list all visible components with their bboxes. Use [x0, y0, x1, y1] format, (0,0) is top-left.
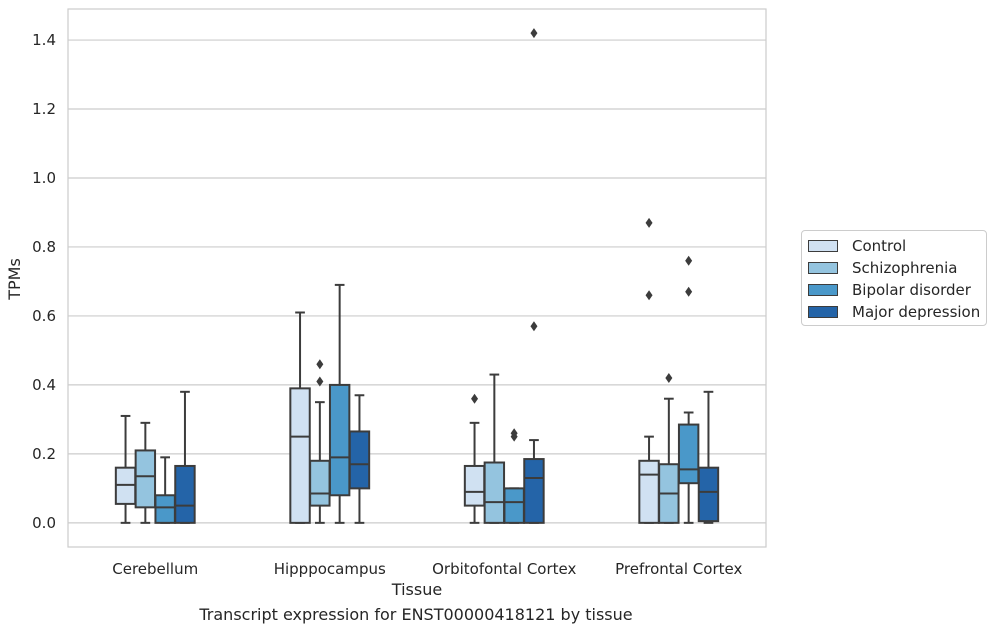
- box-schizophrenia: [134, 421, 157, 524]
- box-major-depression: [174, 390, 196, 524]
- outlier-marker: [510, 428, 518, 439]
- box-iqr: [328, 383, 351, 497]
- legend-label: Schizophrenia: [852, 259, 958, 277]
- y-tick-label: 0.0: [32, 514, 56, 532]
- y-tick-label: 1.0: [32, 169, 56, 187]
- legend-item-control: Control: [808, 236, 906, 256]
- box-schizophrenia: [309, 359, 331, 524]
- outlier-marker: [316, 359, 324, 370]
- box-major-depression: [697, 390, 720, 524]
- box-iqr: [154, 494, 176, 524]
- outlier-marker: [645, 290, 653, 301]
- legend-swatch-control: [808, 240, 838, 252]
- x-axis-label: Tissue: [391, 580, 442, 599]
- legend-item-bipolar-disorder: Bipolar disorder: [808, 280, 971, 300]
- outlier-marker: [471, 393, 479, 404]
- legend-item-schizophrenia: Schizophrenia: [808, 258, 957, 278]
- box-control: [638, 217, 660, 524]
- box-iqr: [463, 464, 486, 507]
- gridlines: [68, 39, 766, 524]
- y-tick-label: 0.6: [32, 307, 56, 325]
- y-tick-label: 1.4: [32, 31, 56, 49]
- box-major-depression: [348, 394, 371, 524]
- box-iqr: [503, 487, 525, 524]
- box-control: [114, 414, 137, 524]
- box-iqr: [483, 461, 506, 524]
- y-axis-label: TPMs: [5, 258, 24, 301]
- x-tick-label: Hipppocampus: [274, 560, 386, 578]
- plot-frame: [67, 8, 767, 548]
- x-tick-label: Cerebellum: [112, 560, 198, 578]
- box-layer: [114, 28, 720, 524]
- y-tick-label: 0.8: [32, 238, 56, 256]
- box-iqr: [174, 464, 196, 524]
- box-iqr: [697, 466, 720, 523]
- box-iqr: [134, 449, 157, 509]
- legend-swatch-major-depression: [808, 306, 838, 318]
- box-control: [289, 311, 311, 524]
- box-iqr: [309, 459, 331, 507]
- box-bipolar-disorder: [328, 283, 351, 524]
- box-control: [463, 393, 486, 524]
- outlier-marker: [685, 286, 693, 297]
- box-bipolar-disorder: [503, 428, 525, 524]
- box-schizophrenia: [483, 373, 506, 524]
- box-major-depression: [523, 28, 545, 524]
- legend-item-major-depression: Major depression: [808, 302, 980, 322]
- x-tick-label: Orbitofontal Cortex: [432, 560, 576, 578]
- y-tick-label: 0.4: [32, 376, 56, 394]
- outlier-marker: [530, 28, 538, 39]
- box-iqr: [289, 387, 311, 524]
- x-tick-label: Prefrontal Cortex: [615, 560, 742, 578]
- tick-labels: 0.0 0.2 0.4 0.6 0.8 1.0 1.2 1.4 Cerebellum Hipppo…: [32, 31, 742, 578]
- legend-swatch-schizophrenia: [808, 262, 838, 274]
- outlier-marker: [645, 217, 653, 228]
- legend-label: Bipolar disorder: [852, 281, 971, 299]
- legend-label: Control: [852, 237, 907, 255]
- y-tick-label: 0.2: [32, 445, 56, 463]
- box-schizophrenia: [658, 373, 680, 524]
- box-iqr: [677, 423, 700, 485]
- box-bipolar-disorder: [154, 456, 176, 524]
- box-iqr: [348, 430, 371, 490]
- outlier-marker: [316, 376, 324, 387]
- box-iqr: [638, 459, 660, 524]
- chart-caption: Transcript expression for ENST0000041812…: [199, 605, 633, 624]
- legend-swatch-bipolar-disorder: [808, 284, 838, 296]
- box-iqr: [523, 458, 545, 524]
- y-tick-label: 1.2: [32, 100, 56, 118]
- legend: Control Schizophrenia Bipolar disorder M…: [801, 230, 987, 326]
- outlier-marker: [685, 255, 693, 266]
- outlier-marker: [665, 373, 673, 384]
- outlier-marker: [530, 321, 538, 332]
- box-bipolar-disorder: [677, 255, 700, 524]
- legend-label: Major depression: [852, 303, 981, 321]
